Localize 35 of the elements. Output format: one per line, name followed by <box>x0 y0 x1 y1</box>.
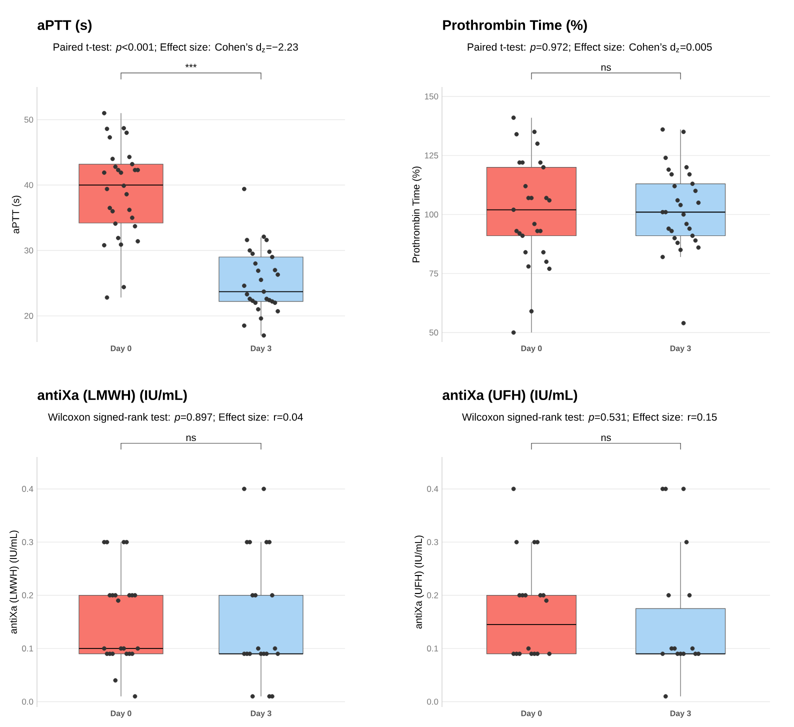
y-tick-label: 0.1 <box>427 646 438 652</box>
y-tick-label: 40 <box>24 182 34 188</box>
chart-title: antiXa (LMWH) (IU/mL) <box>38 390 187 403</box>
y-tick-label: 30 <box>24 247 34 254</box>
chart-subtitle: Paired t-test: p<0.001; Effect size: Cohen’s d$_{z}$=−2.23 <box>54 43 298 53</box>
y-tick-label: 20 <box>24 312 34 319</box>
chart-subtitle: Wilcoxon signed-rank test: p=0.531; Effect size: r=0.15 <box>462 413 717 423</box>
y-axis-title: antiXa (UFH) (IU/mL) <box>414 536 424 629</box>
y-axis-title: Prothrombin Time (%) <box>412 166 422 262</box>
chart-title: antiXa (UFH) (IU/mL) <box>442 390 578 403</box>
y-tick-label: 0.2 <box>427 592 438 598</box>
y-tick-label: 50 <box>429 330 438 336</box>
chart-subtitle: Wilcoxon signed-rank test: p=0.897; Effect size: r=0.04 <box>48 413 303 423</box>
text: ns <box>601 65 611 71</box>
y-tick-label: 75 <box>430 270 438 276</box>
text: ns <box>186 436 196 442</box>
y-tick-label: 0.4 <box>22 486 34 492</box>
y-tick-label: 150 <box>424 93 438 100</box>
y-tick-label: 0.4 <box>427 486 438 492</box>
text: ns <box>601 436 611 442</box>
text: *** <box>185 64 197 68</box>
chart-title: aPTT (s) <box>38 20 92 33</box>
y-tick-label: 0.1 <box>22 646 34 652</box>
y-axis-title: antiXa (LMWH) (IU/mL) <box>10 530 19 634</box>
y-tick-label: 100 <box>424 212 438 218</box>
y-axis-title: aPTT (s) <box>12 196 22 234</box>
chart-title: Prothrombin Time (%) <box>443 20 587 33</box>
y-tick-label: 0.2 <box>22 592 34 598</box>
y-tick-label: 125 <box>424 152 438 158</box>
y-tick-label: 0.0 <box>427 698 438 705</box>
y-tick-label: 50 <box>24 116 34 123</box>
y-tick-label: 0.3 <box>22 539 34 546</box>
y-tick-label: 0.3 <box>427 539 438 546</box>
chart-subtitle: Paired t-test: p=0.972; Effect size: Cohen’s d$_{z}$=0.005 <box>468 43 712 53</box>
y-tick-label: 0.0 <box>22 698 34 705</box>
